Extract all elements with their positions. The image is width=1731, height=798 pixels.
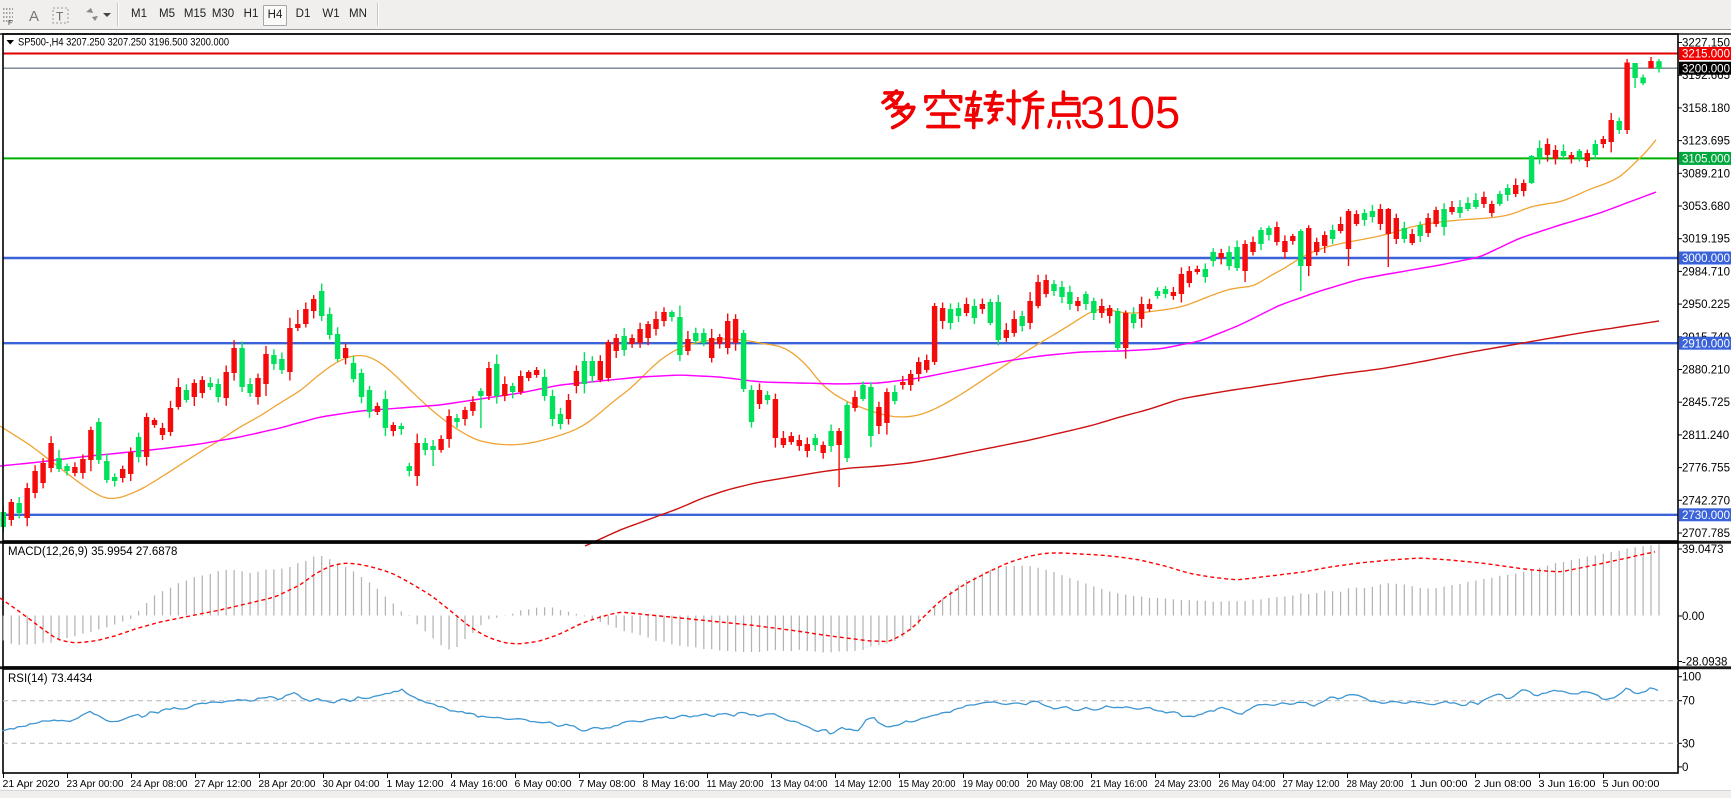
svg-text:2 Jun 08:00: 2 Jun 08:00 xyxy=(1475,779,1532,790)
svg-text:3215.000: 3215.000 xyxy=(1682,49,1730,61)
svg-text:A: A xyxy=(29,8,39,25)
svg-text:3000.000: 3000.000 xyxy=(1682,253,1730,265)
svg-text:3200.000: 3200.000 xyxy=(1682,63,1730,75)
svg-text:3105: 3105 xyxy=(1080,87,1180,138)
svg-text:F: F xyxy=(8,20,12,27)
svg-text:28 May 20:00: 28 May 20:00 xyxy=(1347,779,1404,790)
svg-text:39.0473: 39.0473 xyxy=(1682,544,1724,556)
svg-text:15 May 20:00: 15 May 20:00 xyxy=(899,779,956,790)
svg-text:24 May 23:00: 24 May 23:00 xyxy=(1155,779,1212,790)
svg-text:2880.210: 2880.210 xyxy=(1682,365,1730,377)
svg-text:20 May 08:00: 20 May 08:00 xyxy=(1027,779,1084,790)
svg-text:70: 70 xyxy=(1682,696,1695,708)
svg-text:27 Apr 12:00: 27 Apr 12:00 xyxy=(195,779,252,790)
svg-text:2950.225: 2950.225 xyxy=(1682,299,1730,311)
svg-text:3019.195: 3019.195 xyxy=(1682,234,1730,246)
svg-text:11 May 20:00: 11 May 20:00 xyxy=(707,779,764,790)
svg-text:MACD(12,26,9) 35.9954 27.6878: MACD(12,26,9) 35.9954 27.6878 xyxy=(8,546,177,558)
svg-text:28 Apr 20:00: 28 Apr 20:00 xyxy=(259,779,316,790)
svg-text:1 May 12:00: 1 May 12:00 xyxy=(387,779,444,790)
svg-text:26 May 04:00: 26 May 04:00 xyxy=(1219,779,1276,790)
svg-text:24 Apr 08:00: 24 Apr 08:00 xyxy=(131,779,188,790)
svg-text:2730.000: 2730.000 xyxy=(1682,510,1730,522)
svg-text:30: 30 xyxy=(1682,738,1695,750)
svg-text:7 May 08:00: 7 May 08:00 xyxy=(579,779,636,790)
svg-text:8 May 16:00: 8 May 16:00 xyxy=(643,779,700,790)
svg-text:0: 0 xyxy=(1682,762,1688,774)
svg-text:2776.755: 2776.755 xyxy=(1682,463,1730,475)
svg-text:30 Apr 04:00: 30 Apr 04:00 xyxy=(323,779,380,790)
svg-text:13 May 04:00: 13 May 04:00 xyxy=(771,779,828,790)
svg-text:3089.210: 3089.210 xyxy=(1682,168,1730,180)
svg-text:-28.0938: -28.0938 xyxy=(1682,657,1727,669)
svg-text:3123.695: 3123.695 xyxy=(1682,136,1730,148)
svg-text:RSI(14) 73.4434: RSI(14) 73.4434 xyxy=(8,673,93,685)
svg-text:1 Jun 00:00: 1 Jun 00:00 xyxy=(1411,779,1468,790)
svg-text:100: 100 xyxy=(1682,672,1701,684)
svg-text:21 Apr 2020: 21 Apr 2020 xyxy=(3,779,60,790)
svg-text:0.00: 0.00 xyxy=(1682,611,1704,623)
svg-text:SP500-,H4 3207.250 3207.250 3: SP500-,H4 3207.250 3207.250 3196.500 320… xyxy=(18,37,229,49)
svg-text:2707.785: 2707.785 xyxy=(1682,528,1730,540)
svg-text:19 May 00:00: 19 May 00:00 xyxy=(963,779,1020,790)
svg-text:5 Jun 00:00: 5 Jun 00:00 xyxy=(1603,779,1660,790)
svg-text:27 May 12:00: 27 May 12:00 xyxy=(1283,779,1340,790)
svg-text:14 May 12:00: 14 May 12:00 xyxy=(835,779,892,790)
svg-text:2811.240: 2811.240 xyxy=(1682,430,1729,442)
svg-text:3053.680: 3053.680 xyxy=(1682,201,1730,213)
svg-text:2742.270: 2742.270 xyxy=(1682,495,1730,507)
svg-text:T: T xyxy=(56,10,64,24)
svg-text:2910.000: 2910.000 xyxy=(1682,338,1730,350)
svg-text:3158.180: 3158.180 xyxy=(1682,103,1730,115)
svg-text:4 May 16:00: 4 May 16:00 xyxy=(451,779,508,790)
svg-text:23 Apr 00:00: 23 Apr 00:00 xyxy=(67,779,124,790)
svg-text:3105.000: 3105.000 xyxy=(1682,154,1730,166)
svg-text:3 Jun 16:00: 3 Jun 16:00 xyxy=(1539,779,1596,790)
svg-text:3227.150: 3227.150 xyxy=(1682,38,1730,50)
svg-text:21 May 16:00: 21 May 16:00 xyxy=(1091,779,1148,790)
svg-text:6 May 00:00: 6 May 00:00 xyxy=(515,779,572,790)
svg-text:2984.710: 2984.710 xyxy=(1682,266,1730,278)
svg-text:2845.725: 2845.725 xyxy=(1682,397,1730,409)
